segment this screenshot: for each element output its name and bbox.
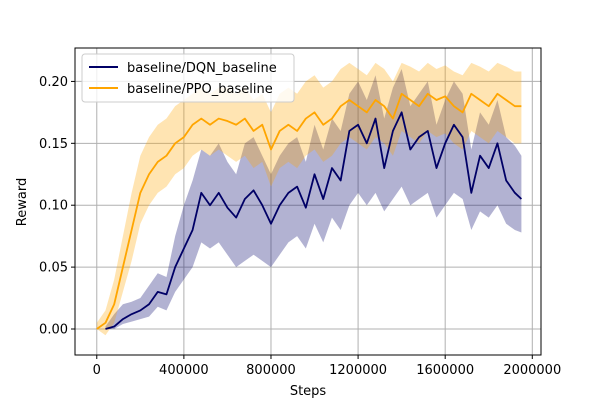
- confidence-band-dqn: [105, 69, 522, 330]
- y-tick-label: 0.20: [39, 75, 68, 90]
- y-tick-label: 0.05: [39, 261, 68, 276]
- x-tick-label: 800000: [246, 363, 296, 378]
- y-tick-label: 0.00: [39, 323, 68, 338]
- series-line-dqn: [105, 111, 523, 330]
- y-tick-label: 0.10: [39, 199, 68, 214]
- y-tick-label: 0.15: [39, 137, 68, 152]
- x-tick-label: 400000: [159, 363, 209, 378]
- x-tick-label: 1200000: [329, 363, 387, 378]
- x-axis-label: Steps: [290, 384, 327, 399]
- series-line-ppo: [96, 92, 522, 330]
- series-lines: [96, 92, 523, 330]
- y-axis-ticks: 0.00 0.05 0.10 0.15 0.20: [39, 75, 75, 338]
- legend: baseline/DQN_baseline baseline/PPO_basel…: [81, 53, 295, 103]
- x-tick-label: 0: [93, 363, 101, 378]
- legend-label-ppo: baseline/PPO_baseline: [127, 82, 273, 97]
- plot-frame: [74, 47, 542, 356]
- legend-label-dqn: baseline/DQN_baseline: [127, 61, 277, 76]
- x-tick-label: 1600000: [416, 363, 474, 378]
- confidence-band-ppo: [96, 62, 522, 336]
- confidence-bands: [96, 62, 522, 336]
- y-axis-label: Reward: [15, 178, 30, 226]
- legend-box: [81, 53, 295, 103]
- x-axis-ticks: 0 400000 800000 1200000 1600000 2000000: [93, 355, 561, 378]
- x-tick-label: 2000000: [503, 363, 561, 378]
